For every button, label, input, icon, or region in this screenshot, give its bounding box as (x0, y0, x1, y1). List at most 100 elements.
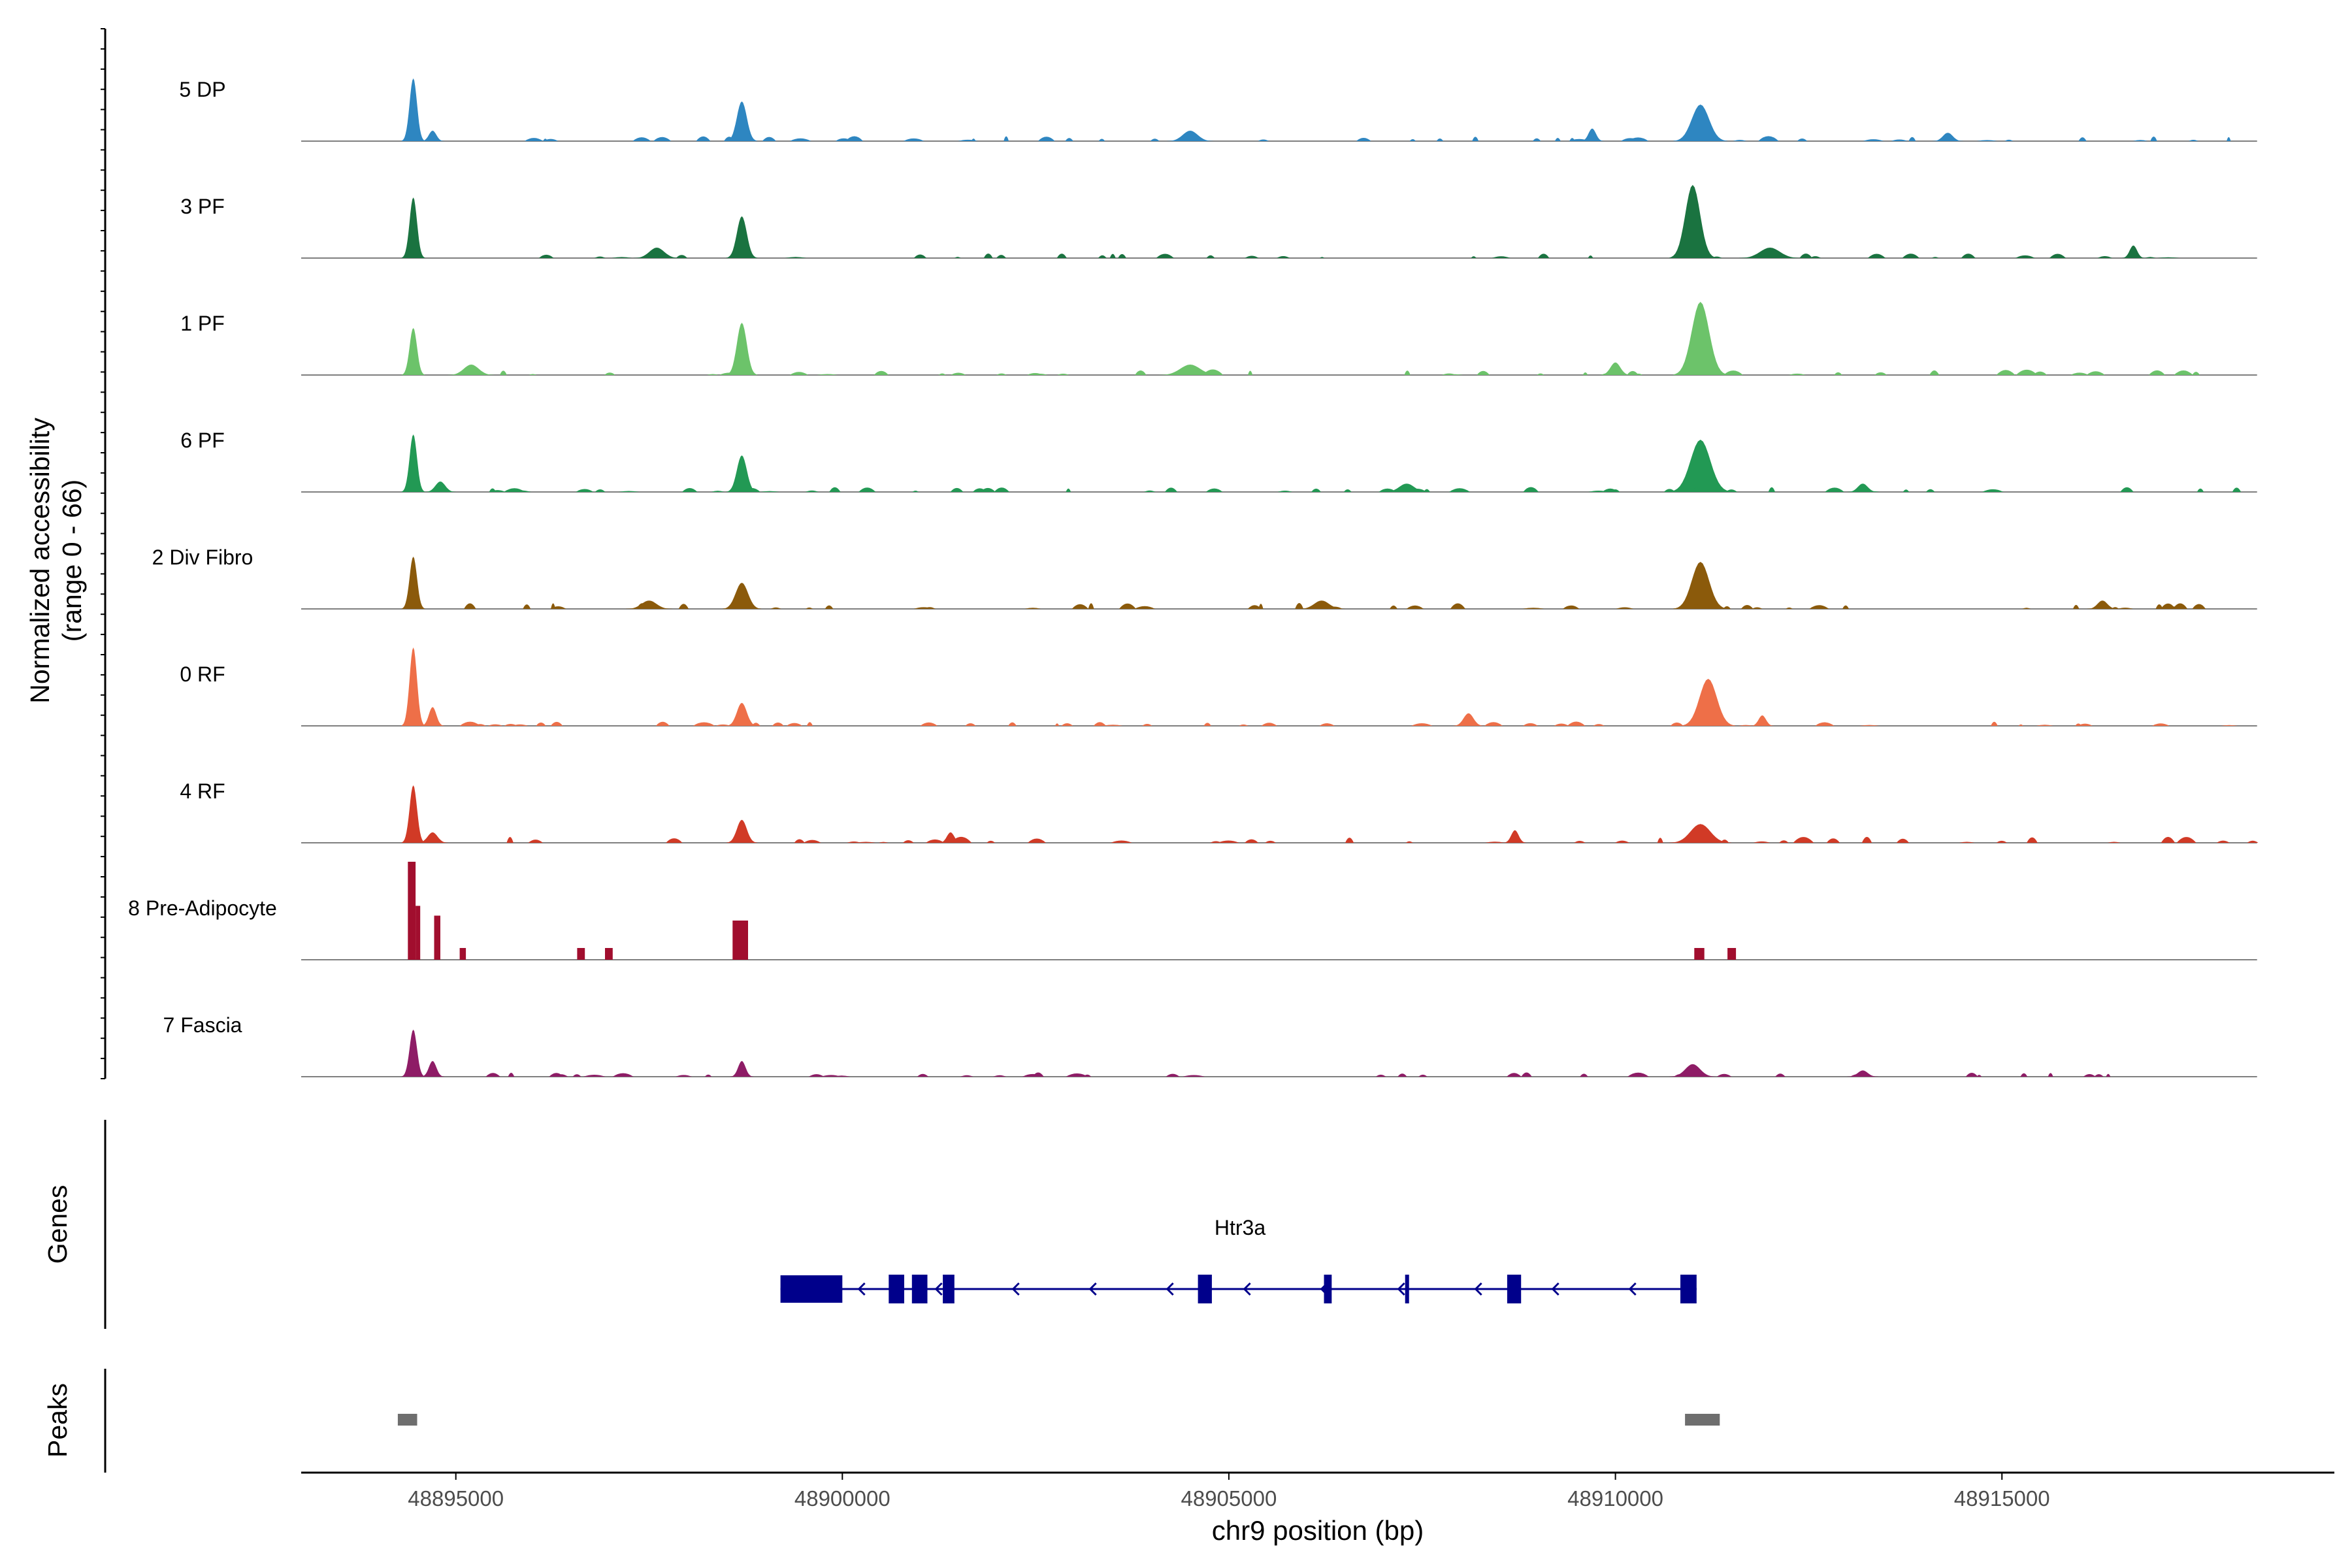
coverage-noise (523, 604, 531, 609)
coverage-noise (1024, 608, 1041, 609)
coverage-noise (1616, 607, 1633, 609)
coverage-noise (1680, 840, 1686, 843)
coverage-noise (1627, 1072, 1649, 1077)
coverage-noise (1311, 488, 1321, 492)
track-7: 8 Pre-Adipocyte (128, 862, 2257, 960)
coverage-noise (1447, 374, 1463, 375)
coverage-noise (696, 136, 711, 141)
coverage-noise (2083, 1074, 2096, 1077)
coverage-noise (971, 139, 976, 141)
coverage-noise (2020, 1073, 2028, 1077)
coverage-noise (485, 1073, 500, 1077)
coverage-noise (1657, 838, 1663, 843)
coverage-noise (951, 372, 966, 375)
coverage-noise (2018, 724, 2023, 726)
coverage-block (416, 906, 421, 960)
coverage-noise (829, 487, 841, 492)
y-axis (101, 28, 106, 1079)
coverage-peak (401, 557, 425, 609)
coverage-noise (1390, 605, 1397, 609)
coverage-noise (987, 840, 995, 843)
coverage-noise (464, 603, 476, 609)
coverage-noise (993, 1075, 1006, 1077)
coverage-noise (996, 373, 1007, 375)
coverage-noise (678, 604, 689, 609)
coverage-noise (1066, 488, 1071, 492)
coverage-noise (1245, 255, 1259, 258)
coverage-noise (996, 255, 1006, 258)
coverage-peak (2121, 245, 2146, 258)
coverage-noise (1156, 253, 1174, 258)
coverage-noise (1004, 136, 1009, 141)
coverage-noise (1061, 723, 1073, 726)
strand-arrow (934, 1282, 943, 1296)
coverage-noise (1345, 838, 1354, 843)
coverage-noise (1424, 489, 1430, 492)
peak-regions (397, 1414, 1720, 1426)
track-2: 1 PF (180, 302, 2257, 376)
coverage-noise (2148, 370, 2165, 375)
coverage-noise (847, 841, 861, 843)
coverage-noise (1786, 607, 1793, 609)
coverage-noise (806, 607, 813, 609)
coverage-noise (576, 489, 594, 492)
coverage-noise (1712, 489, 1728, 492)
coverage-noise (1258, 604, 1264, 609)
coverage-noise (1405, 841, 1413, 843)
coverage-noise (1996, 840, 2007, 843)
coverage-noise (524, 138, 544, 141)
coverage-block (732, 921, 748, 960)
coverage-noise (794, 839, 805, 843)
coverage-noise (1891, 139, 1908, 141)
strand-arrow (1397, 1282, 1405, 1296)
coverage-noise (1760, 256, 1769, 258)
coverage-noise (1863, 491, 1880, 492)
coverage-noise (2161, 603, 2176, 609)
coverage-noise (636, 603, 648, 609)
coverage-noise (2070, 372, 2089, 375)
coverage-noise (1150, 139, 1160, 141)
coverage-noise (2015, 255, 2035, 258)
coverage-noise (1965, 1072, 1978, 1077)
gene-exon (1680, 1275, 1697, 1303)
coverage-noise (1681, 607, 1688, 609)
coverage-noise (903, 138, 924, 141)
coverage-noise (719, 372, 740, 375)
coverage-noise (1183, 1075, 1205, 1077)
strand-arrow (1474, 1282, 1482, 1296)
coverage-noise (1206, 255, 1215, 258)
coverage-noise (789, 138, 811, 141)
coverage-noise (1691, 487, 1702, 492)
coverage-noise (1593, 724, 1605, 726)
track-label: 4 RF (180, 779, 225, 803)
coverage-noise (1532, 138, 1541, 141)
coverage-noise (632, 137, 651, 141)
coverage-noise (2072, 604, 2080, 609)
coverage-noise (938, 373, 946, 375)
coverage-noise (1098, 139, 1105, 141)
x-tick-label: 48910000 (1567, 1486, 1663, 1511)
coverage-noise (1580, 1073, 1588, 1077)
coverage-noise (1601, 372, 1622, 375)
coverage-noise (1411, 723, 1433, 726)
coverage-noise (772, 722, 784, 726)
coverage-noise (1582, 372, 1588, 375)
coverage-noise (1725, 489, 1737, 492)
coverage-peak (401, 328, 425, 375)
x-tick-label: 48900000 (794, 1486, 890, 1511)
coverage-noise (1056, 253, 1067, 258)
coverage-noise (1135, 370, 1147, 375)
coverage-noise (2112, 607, 2119, 609)
coverage-noise (1554, 723, 1569, 726)
coverage-noise (2221, 725, 2238, 726)
coverage-noise (1404, 370, 1411, 375)
coverage-peak (726, 323, 758, 375)
coverage-noise (594, 256, 606, 258)
x-tick-label: 48905000 (1181, 1486, 1277, 1511)
gene-exon (1324, 1275, 1332, 1303)
track-4: 2 Div Fibro (152, 546, 2257, 610)
strand-arrow (1088, 1282, 1097, 1296)
coverage-noise (1826, 838, 1840, 843)
coverage-noise (1202, 369, 1224, 375)
gene-name-label: Htr3a (1215, 1216, 1266, 1239)
